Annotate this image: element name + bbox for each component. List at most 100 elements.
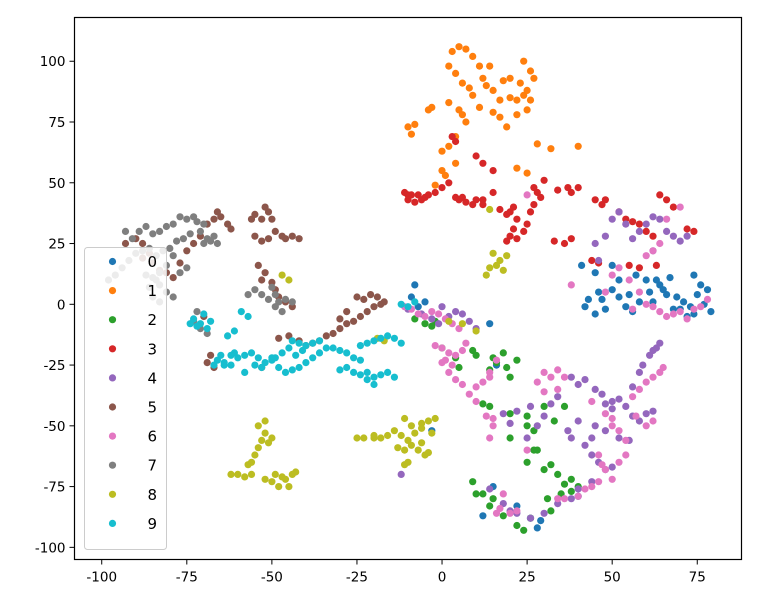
point-3-47	[635, 220, 644, 228]
point-7-57	[193, 308, 201, 316]
point-6-94	[523, 191, 531, 199]
point-6-18	[445, 368, 453, 376]
point-9-48	[237, 308, 245, 316]
point-5-59	[373, 293, 381, 301]
point-7-12	[200, 220, 208, 228]
point-6-55	[574, 492, 582, 500]
point-8-45	[353, 434, 361, 442]
point-3-25	[509, 225, 518, 233]
point-6-72	[635, 288, 644, 296]
point-9-21	[329, 344, 337, 352]
point-4-25	[615, 395, 623, 403]
point-9-68	[295, 339, 303, 347]
point-7-36	[169, 293, 177, 301]
point-1-9	[458, 79, 466, 87]
point-1-42	[445, 142, 453, 150]
point-4-24	[608, 405, 616, 413]
point-9-44	[292, 351, 300, 359]
point-6-86	[663, 215, 671, 223]
point-9-69	[302, 342, 310, 350]
point-4-14	[533, 422, 541, 430]
point-5-9	[176, 259, 184, 267]
point-5-49	[336, 325, 344, 333]
point-7-13	[196, 227, 204, 235]
point-0-19	[690, 271, 698, 279]
point-4-78	[397, 470, 405, 478]
x-tick-label: 25	[519, 570, 536, 586]
point-2-40	[550, 417, 558, 425]
point-1-19	[516, 79, 524, 87]
point-3-56	[560, 239, 569, 248]
point-0-8	[635, 298, 644, 306]
point-9-33	[363, 339, 371, 347]
point-2-21	[540, 466, 548, 474]
point-1-52	[523, 169, 531, 177]
point-9-17	[302, 359, 310, 367]
point-6-12	[445, 349, 453, 357]
point-3-35	[537, 193, 545, 201]
point-8-55	[482, 271, 490, 279]
point-8-0	[261, 429, 269, 437]
point-0-18	[697, 281, 705, 289]
point-4-13	[506, 419, 514, 427]
point-9-72	[268, 354, 276, 362]
point-6-91	[489, 414, 497, 423]
point-7-50	[288, 298, 296, 306]
point-4-51	[526, 514, 535, 522]
point-0-40	[421, 298, 429, 306]
point-8-19	[292, 468, 300, 476]
point-4-62	[635, 227, 644, 235]
point-0-29	[601, 305, 610, 313]
point-9-42	[278, 349, 286, 357]
point-1-4	[475, 62, 484, 70]
point-9-62	[193, 322, 201, 330]
point-0-5	[598, 295, 606, 303]
point-5-64	[203, 359, 211, 367]
point-6-36	[554, 366, 562, 374]
point-1-1	[455, 43, 463, 51]
legend-marker-3	[108, 345, 117, 353]
point-6-54	[581, 485, 589, 493]
point-5-50	[343, 320, 351, 328]
point-6-25	[472, 397, 480, 406]
point-9-18	[309, 354, 317, 362]
point-2-14	[479, 400, 487, 408]
point-4-56	[591, 239, 599, 248]
y-tick-label: -25	[43, 358, 65, 374]
point-9-23	[343, 349, 351, 357]
point-5-23	[264, 208, 273, 216]
point-2-26	[567, 487, 575, 495]
point-6-5	[435, 310, 443, 318]
point-0-6	[615, 293, 623, 301]
legend-label-7: 7	[148, 457, 158, 475]
legend-marker-4	[108, 374, 117, 382]
point-6-65	[608, 414, 616, 423]
point-1-49	[547, 145, 555, 153]
point-3-49	[649, 232, 657, 240]
point-7-15	[200, 239, 208, 248]
point-6-70	[615, 264, 623, 272]
point-9-43	[285, 344, 293, 352]
point-1-26	[475, 103, 484, 111]
point-7-38	[183, 264, 191, 272]
point-4-69	[683, 232, 691, 240]
point-4-72	[564, 427, 572, 435]
point-5-57	[360, 295, 368, 303]
point-9-16	[295, 363, 303, 372]
point-1-25	[482, 82, 490, 90]
point-8-52	[486, 264, 494, 272]
point-8-12	[234, 470, 242, 478]
point-5-14	[210, 215, 218, 223]
point-2-45	[560, 402, 569, 410]
point-9-35	[384, 332, 392, 340]
point-8-37	[407, 441, 415, 449]
x-tick-label: 75	[689, 570, 706, 586]
point-8-2	[254, 444, 262, 452]
point-3-16	[472, 196, 480, 204]
point-2-17	[523, 422, 531, 430]
point-0-28	[615, 276, 623, 284]
point-6-74	[649, 303, 657, 311]
point-8-9	[254, 422, 262, 430]
point-2-15	[486, 402, 494, 410]
point-8-49	[489, 249, 497, 257]
